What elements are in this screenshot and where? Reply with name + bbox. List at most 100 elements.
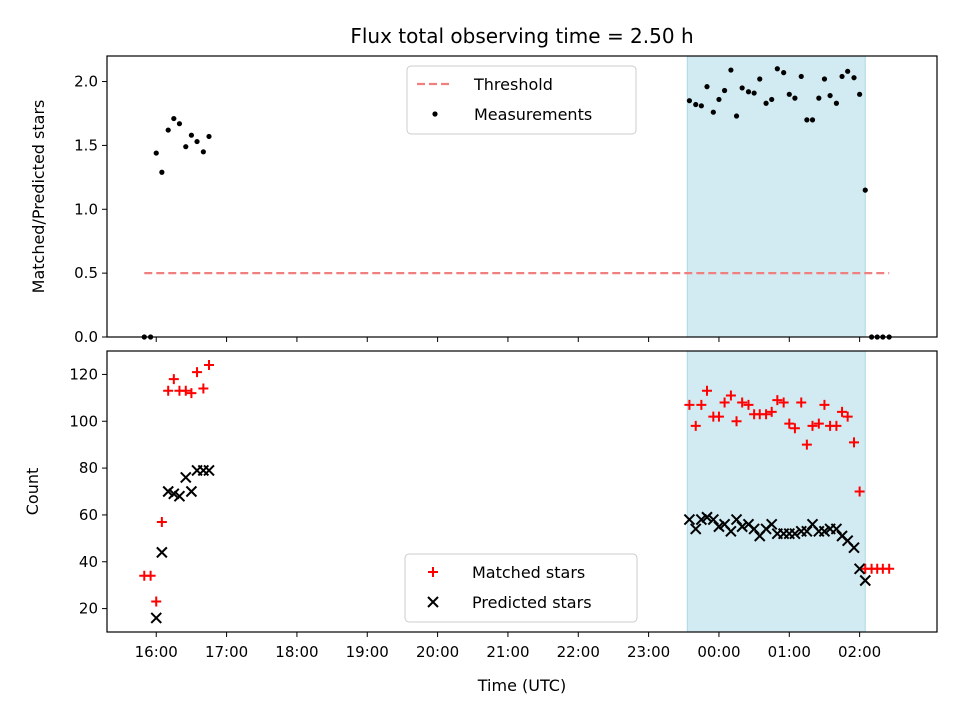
flux-ratio-panel: 0.0 0.5 1.0 1.5 2.0 Matched/Predicted stars Th… (29, 55, 938, 346)
measurement-point (774, 66, 780, 72)
predicted-stars-point (848, 541, 860, 554)
measurement-point (165, 127, 171, 133)
measurement-point (194, 138, 200, 145)
matched-stars-point (690, 420, 701, 431)
matched-stars-point (761, 409, 772, 420)
measurement-point (798, 73, 804, 80)
matched-stars-point (837, 406, 848, 417)
matched-stars-point (719, 397, 730, 408)
measurement-point (200, 149, 206, 155)
matched-stars-point (743, 399, 754, 410)
predicted-stars-points (150, 464, 871, 624)
measurement-point (821, 76, 828, 82)
measurement-point (839, 73, 845, 80)
matched-stars-point (731, 416, 742, 427)
predicted-stars-point (150, 612, 162, 624)
measurement-point (851, 75, 857, 81)
predicted-stars-point (725, 525, 737, 538)
predicted-stars-point (683, 513, 696, 526)
matched-stars-point (772, 395, 783, 406)
measurement-points (141, 66, 892, 340)
y-tick-label: 60 (79, 506, 98, 524)
measurement-point (698, 103, 704, 109)
chart-title: Flux total observing time = 2.50 h (350, 24, 693, 48)
measurement-point (769, 96, 775, 103)
y-tick-label: 80 (79, 459, 98, 477)
measurement-point (206, 133, 212, 140)
measurement-point (804, 117, 810, 123)
matched-stars-point (778, 397, 789, 408)
measurement-point (809, 117, 816, 123)
y-tick-label: 40 (79, 553, 98, 571)
predicted-stars-point (173, 490, 186, 502)
predicted-stars-point (859, 574, 871, 587)
predicted-stars-point (853, 563, 866, 575)
predicted-stars-point (765, 518, 778, 530)
measurement-point (739, 85, 745, 91)
legend-entry-label: Measurements (474, 105, 592, 124)
matched-stars-point (180, 385, 191, 396)
y-axis-label: Count (23, 468, 42, 516)
x-tick-label: 22:00 (557, 643, 600, 661)
axes-frame (106, 55, 938, 338)
legend-dot-swatch (432, 111, 438, 117)
matched-stars-point (801, 439, 812, 450)
predicted-stars-point (156, 546, 168, 559)
measurement-point (781, 70, 787, 76)
axes-frame (106, 350, 938, 633)
x-tick-label: 23:00 (627, 643, 670, 661)
matched-stars-point (151, 596, 162, 607)
measurement-point (857, 91, 863, 97)
matched-stars-points (139, 360, 895, 607)
matched-stars-point (884, 563, 895, 574)
predicted-stars-point (690, 523, 702, 535)
legend-box (404, 553, 638, 623)
x-tick-label: 02:00 (838, 643, 881, 661)
matched-stars-point (819, 399, 830, 410)
legend: Threshold Measurements (406, 65, 637, 135)
legend-plus-swatch (428, 567, 438, 577)
x-tick-label: 16:00 (135, 643, 178, 661)
measurement-point (833, 100, 840, 106)
predicted-stars-point (736, 520, 748, 533)
matched-stars-point (203, 360, 214, 371)
legend-box (406, 65, 637, 135)
measurement-point (686, 98, 693, 104)
matched-stars-point (725, 390, 736, 401)
predicted-stars-point (185, 485, 198, 498)
legend-entry-label: Predicted stars (472, 593, 592, 612)
x-tick-label: 19:00 (346, 643, 389, 661)
measurement-point (710, 109, 716, 115)
measurement-point (862, 187, 868, 193)
x-tick-label: 00:00 (697, 643, 740, 661)
matched-stars-point (713, 411, 724, 422)
measurement-point (816, 95, 822, 101)
measurement-point (733, 113, 740, 119)
legend-entry-label: Threshold (473, 75, 553, 94)
legend-x-swatch (427, 596, 439, 608)
matched-stars-point (198, 383, 209, 394)
y-tick-label: 2.0 (74, 73, 98, 91)
x-tick-label: 20:00 (416, 643, 459, 661)
x-tick-label: 01:00 (768, 643, 811, 661)
matched-stars-point (163, 385, 174, 396)
observing-window-span (686, 350, 866, 633)
matched-stars-point (784, 418, 795, 429)
matched-stars-point (701, 385, 712, 396)
legend-entry-label: Matched stars (472, 563, 585, 582)
measurement-point (792, 95, 798, 101)
predicted-stars-point (789, 527, 801, 540)
measurement-point (159, 169, 165, 175)
matched-stars-point (684, 399, 695, 410)
matched-stars-point (842, 411, 853, 422)
matched-stars-point (696, 399, 707, 410)
y-tick-label: 100 (69, 412, 98, 430)
legend: Matched stars Predicted stars (404, 553, 638, 623)
measurement-point (728, 67, 734, 73)
y-tick-label: 120 (69, 365, 98, 383)
matched-stars-point (813, 418, 824, 429)
matched-stars-point (168, 374, 179, 385)
matched-stars-point (849, 437, 859, 448)
y-tick-label: 0.5 (74, 264, 98, 282)
